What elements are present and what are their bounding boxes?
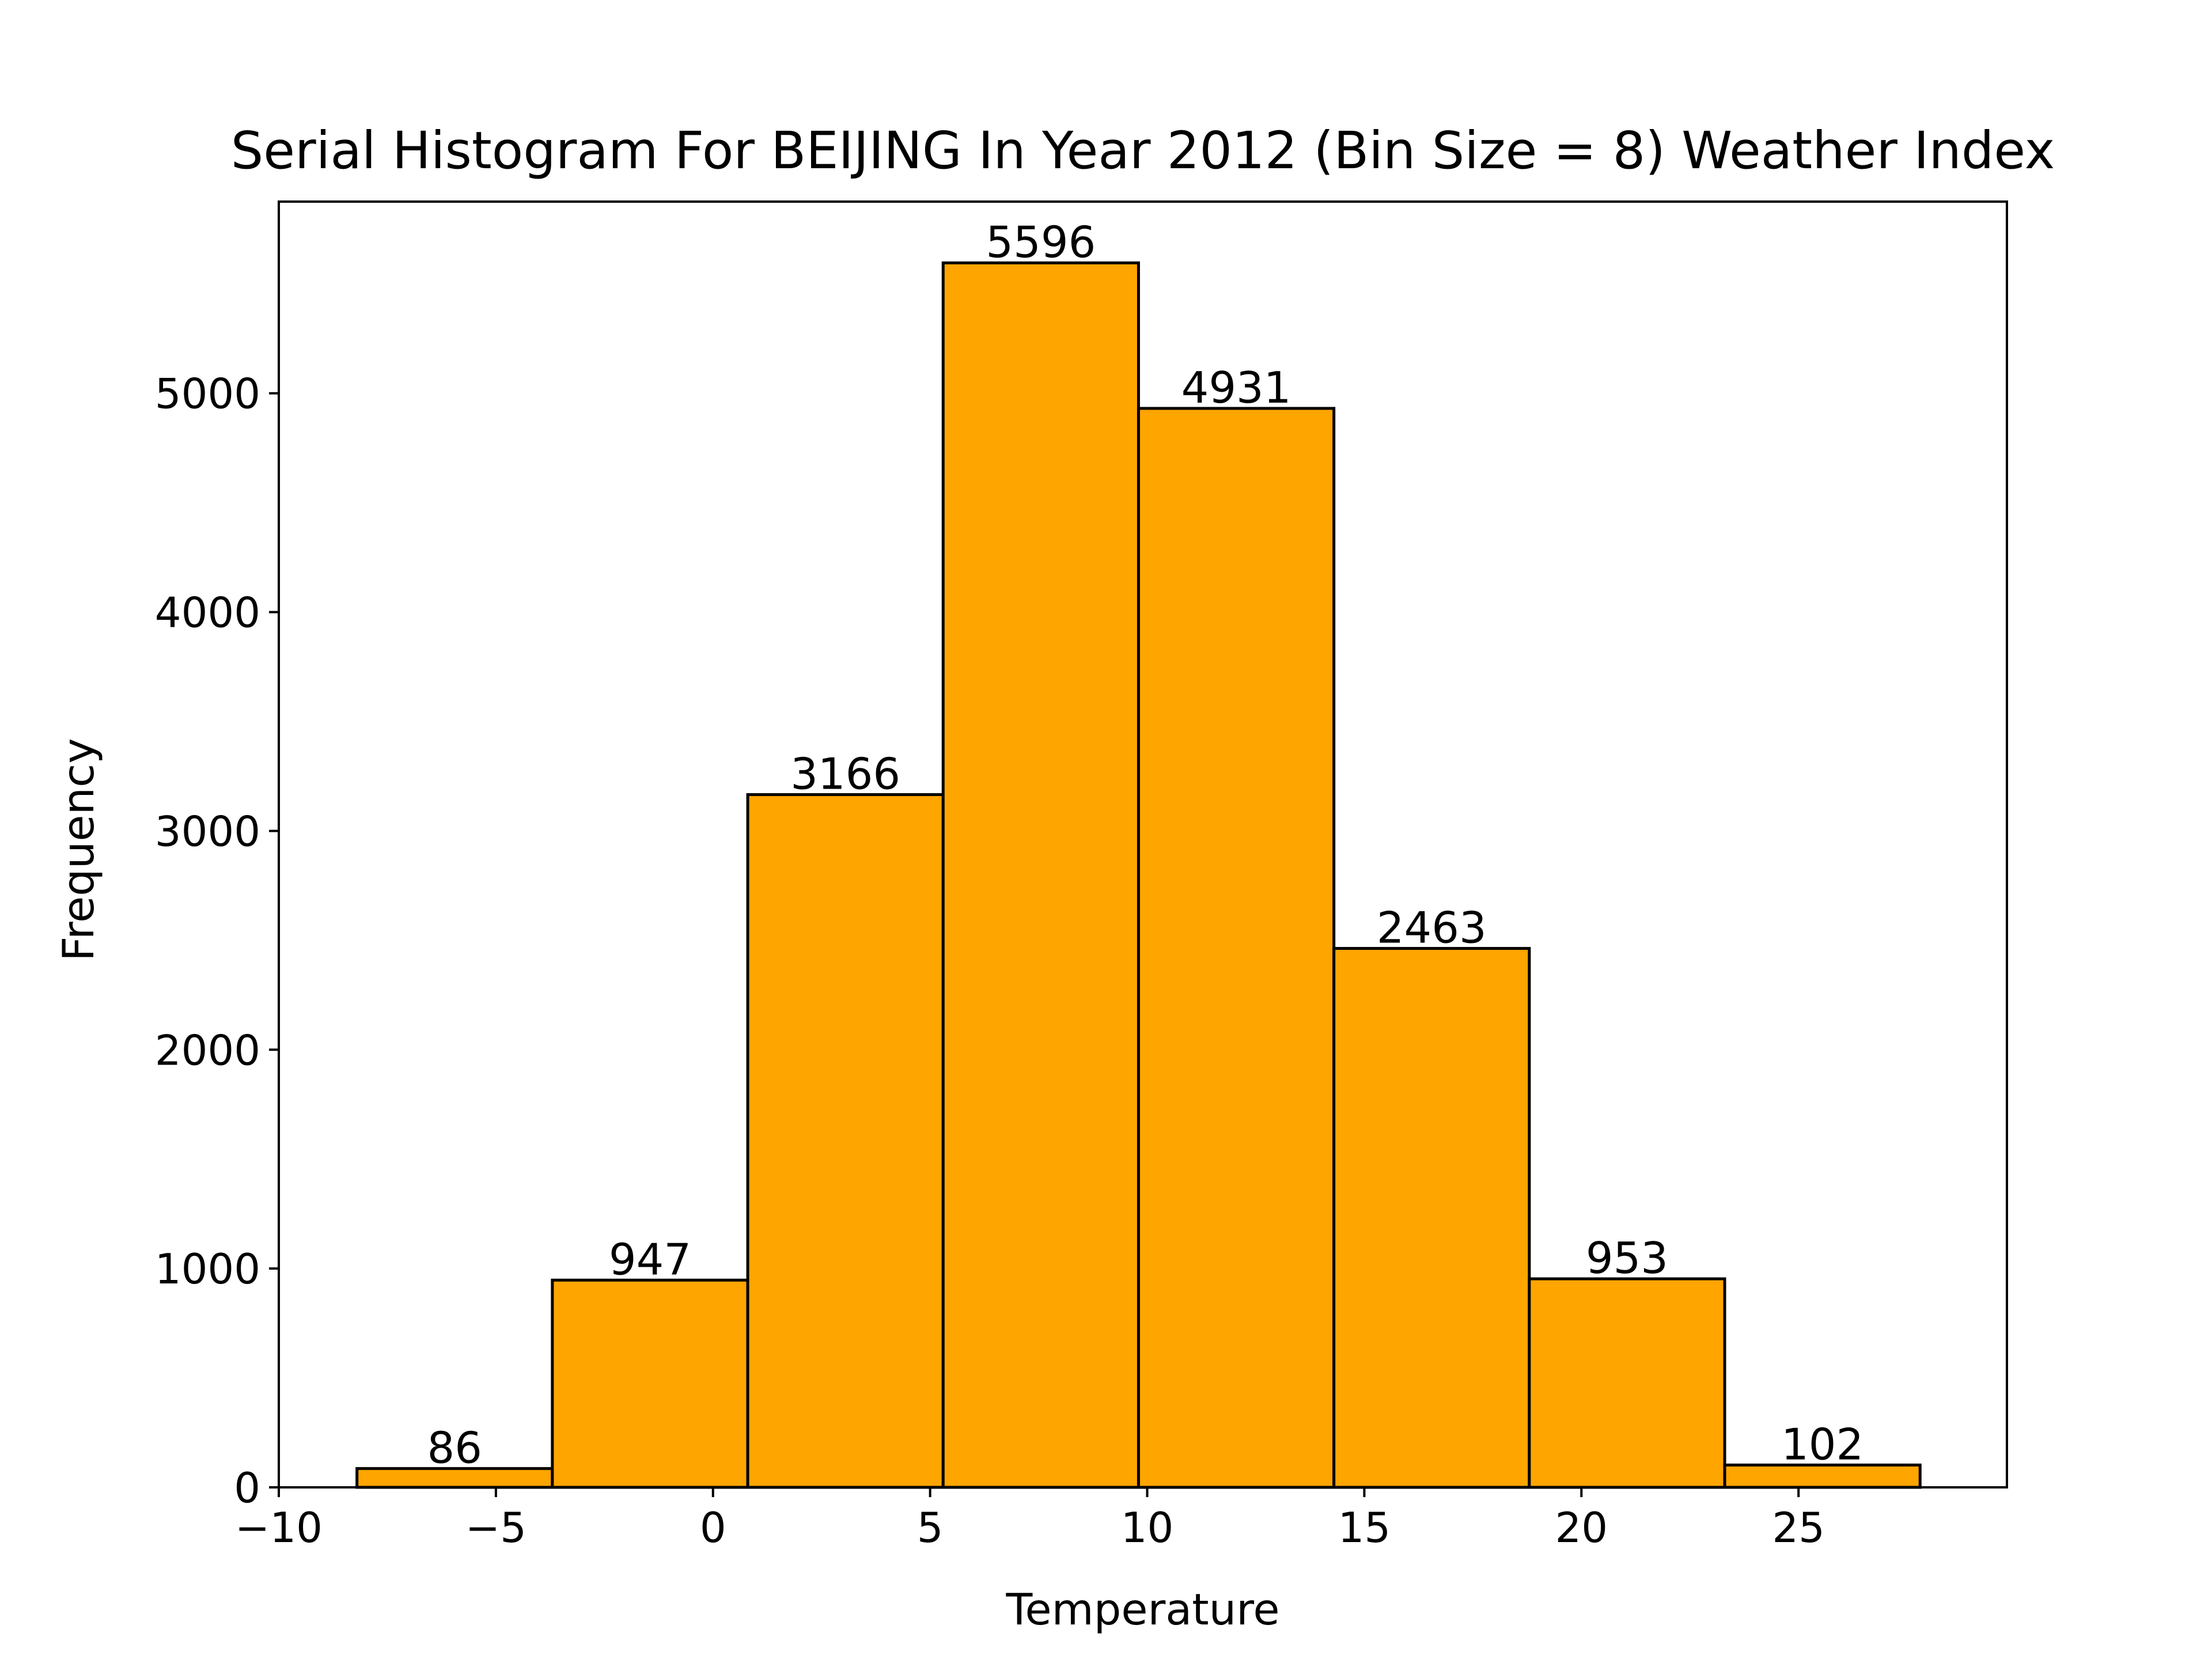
y-tick-label: 5000 bbox=[155, 370, 260, 418]
bar-value-label: 953 bbox=[1586, 1233, 1668, 1283]
x-axis-label: Temperature bbox=[1005, 1584, 1279, 1635]
x-tick-label: 20 bbox=[1555, 1503, 1608, 1552]
x-tick-label: −10 bbox=[235, 1503, 323, 1552]
bar-value-label: 4931 bbox=[1181, 362, 1291, 413]
histogram-bar bbox=[1137, 407, 1336, 1489]
x-tick-label: 0 bbox=[700, 1503, 726, 1552]
x-axis-ticks: −10 −5 0 5 10 15 20 25 bbox=[235, 1487, 1825, 1552]
y-tick-label: 3000 bbox=[155, 807, 260, 855]
bar-value-label: 2463 bbox=[1377, 902, 1487, 953]
plot-area-frame bbox=[278, 200, 2008, 1488]
x-tick-label: −5 bbox=[465, 1503, 527, 1552]
histogram-bar bbox=[1332, 946, 1531, 1489]
bar-value-label: 3166 bbox=[790, 748, 900, 799]
bar-value-label: 5596 bbox=[986, 217, 1096, 267]
x-tick-label: 15 bbox=[1338, 1503, 1391, 1552]
histogram-bar bbox=[746, 793, 945, 1489]
histogram-bar bbox=[941, 261, 1140, 1489]
y-tick-label: 2000 bbox=[155, 1026, 260, 1074]
histogram-bar bbox=[1528, 1277, 1726, 1489]
x-tick-label: 10 bbox=[1121, 1503, 1174, 1552]
y-tick-label: 4000 bbox=[155, 589, 260, 637]
y-axis-ticks: 0 1000 2000 3000 4000 5000 bbox=[155, 370, 279, 1512]
bar-value-label: 947 bbox=[609, 1234, 691, 1285]
bar-value-label: 102 bbox=[1781, 1419, 1863, 1469]
histogram-bar bbox=[551, 1278, 749, 1489]
bar-value-label: 86 bbox=[427, 1422, 482, 1473]
y-tick-label: 0 bbox=[234, 1464, 260, 1512]
x-tick-label: 25 bbox=[1772, 1503, 1825, 1552]
x-tick-label: 5 bbox=[917, 1503, 944, 1552]
data-labels-group: 86 947 3166 5596 4931 2463 953 102 bbox=[427, 217, 1864, 1473]
bars-group bbox=[355, 261, 1922, 1489]
y-axis-label: Frequency bbox=[53, 738, 104, 961]
y-tick-label: 1000 bbox=[155, 1245, 260, 1293]
chart-title: Serial Histogram For BEIJING In Year 201… bbox=[231, 120, 2055, 180]
